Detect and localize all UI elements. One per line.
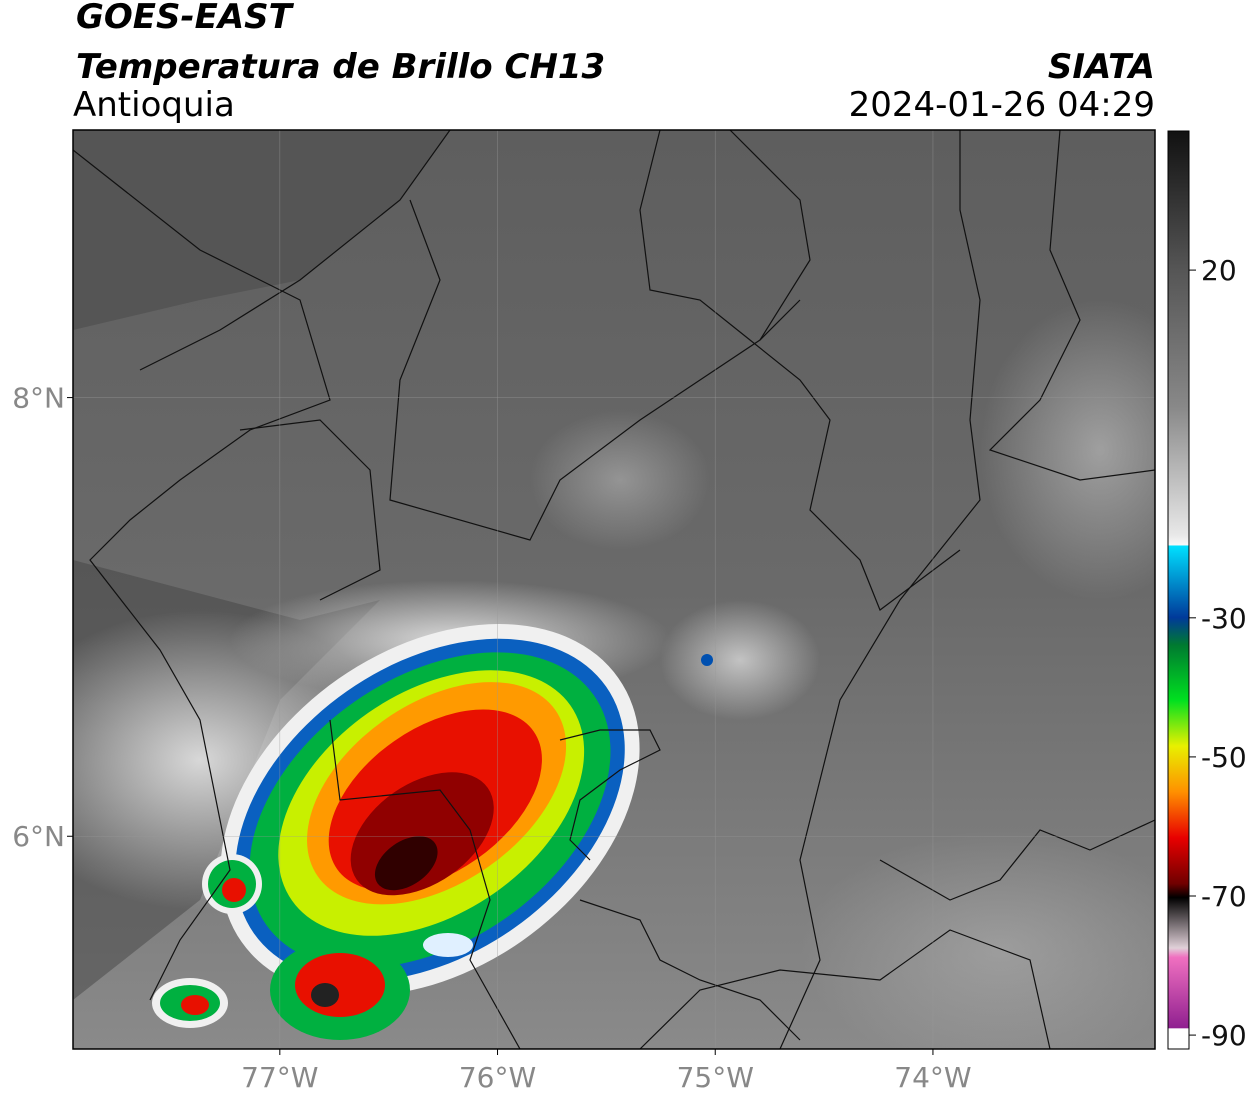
x-tick-label: 77°W: [241, 1061, 318, 1094]
colorbar: [1167, 130, 1190, 1050]
region: Antioquia: [73, 85, 235, 125]
colorbar-tick-label: -50: [1201, 741, 1247, 774]
colorbar-tick-label: 20: [1201, 254, 1237, 287]
borders: [73, 130, 1155, 1049]
datetime: 2024-01-26 04:29: [849, 85, 1155, 125]
map-frame: [72, 129, 1156, 1050]
title: GOES-EAST: [76, 0, 295, 37]
product-title: Temperatura de Brillo CH13: [76, 47, 605, 87]
map-image: [73, 130, 1155, 1049]
x-tick-label: 75°W: [677, 1061, 754, 1094]
x-tick-label: 76°W: [459, 1061, 536, 1094]
colorbar-tick-label: -90: [1201, 1019, 1247, 1052]
source: SIATA: [1048, 47, 1155, 87]
colorbar-tick-label: -70: [1201, 880, 1247, 913]
graticule: [73, 130, 1155, 1049]
x-tick-label: 74°W: [894, 1061, 971, 1094]
y-tick-label: 8°N: [12, 382, 65, 415]
y-tick-label: 6°N: [12, 820, 65, 853]
colorbar-tick-label: -30: [1201, 602, 1247, 635]
